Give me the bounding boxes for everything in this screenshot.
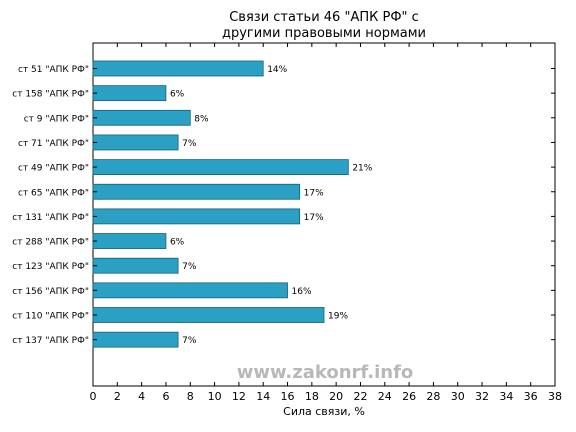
bar-value-label: 19% xyxy=(328,312,348,322)
x-tick-label: 2 xyxy=(114,390,121,403)
bar-value-label: 7% xyxy=(182,262,197,272)
bar-value-label: 17% xyxy=(304,188,324,198)
bar xyxy=(92,282,288,299)
bar xyxy=(92,60,264,77)
y-tick-label: ст 131 "АПК РФ" xyxy=(12,213,89,223)
x-tick-label: 16 xyxy=(281,390,295,403)
x-axis-label: Сила связи, % xyxy=(283,405,365,418)
x-tick-label: 38 xyxy=(548,390,562,403)
bar xyxy=(92,134,179,151)
y-tick-label: ст 158 "АПК РФ" xyxy=(12,90,89,100)
y-tick-label: ст 123 "АПК РФ" xyxy=(12,262,89,272)
y-tick-label: ст 49 "АПК РФ" xyxy=(18,164,89,174)
bar xyxy=(92,233,167,249)
bar-value-label: 7% xyxy=(182,336,197,346)
bar-value-label: 6% xyxy=(170,90,185,100)
bar-value-label: 16% xyxy=(292,287,312,297)
x-tick-label: 36 xyxy=(524,390,538,403)
y-tick-label: ст 137 "АПК РФ" xyxy=(12,336,89,346)
bar xyxy=(92,183,301,200)
x-tick-label: 10 xyxy=(208,390,222,403)
bar-value-label: 14% xyxy=(267,65,287,75)
y-tick-label: ст 51 "АПК РФ" xyxy=(18,65,89,75)
watermark-text: www.zakonrf.info xyxy=(237,362,414,383)
bar-value-label: 7% xyxy=(182,139,197,149)
bar-value-label: 6% xyxy=(170,238,185,248)
bar xyxy=(92,159,349,176)
chart-title-line-2: другими правовыми нормами xyxy=(222,26,426,41)
y-tick-label: ст 156 "АПК РФ" xyxy=(12,287,89,297)
x-tick-label: 14 xyxy=(256,390,270,403)
x-tick-label: 30 xyxy=(451,390,465,403)
bar xyxy=(92,331,179,348)
bar xyxy=(92,85,167,102)
x-tick-label: 18 xyxy=(305,390,319,403)
bar xyxy=(92,307,325,323)
y-tick-label: ст 71 "АПК РФ" xyxy=(18,139,89,149)
x-tick-label: 8 xyxy=(187,390,194,403)
x-tick-label: 34 xyxy=(499,390,513,403)
y-tick-label: ст 65 "АПК РФ" xyxy=(18,188,89,198)
y-tick-label: ст 110 "АПК РФ" xyxy=(12,312,89,322)
chart-title-line-1: Связи статьи 46 "АПК РФ" с xyxy=(229,10,419,25)
x-tick-label: 20 xyxy=(329,390,343,403)
x-tick-label: 12 xyxy=(232,390,246,403)
x-tick-label: 24 xyxy=(378,390,392,403)
y-tick-label: ст 9 "АПК РФ" xyxy=(24,114,89,124)
x-tick-label: 26 xyxy=(402,390,416,403)
x-tick-label: 32 xyxy=(475,390,489,403)
bar xyxy=(92,257,179,274)
x-tick-label: 4 xyxy=(138,390,145,403)
x-tick-label: 6 xyxy=(162,390,169,403)
bar-value-label: 8% xyxy=(194,114,209,124)
y-tick-label: ст 288 "АПК РФ" xyxy=(12,238,89,248)
x-tick-label: 28 xyxy=(426,390,440,403)
x-tick-label: 22 xyxy=(353,390,367,403)
bar-value-label: 21% xyxy=(352,164,372,174)
bar xyxy=(92,208,301,225)
bar xyxy=(92,109,191,126)
bar-value-label: 17% xyxy=(304,213,324,223)
x-tick-label: 0 xyxy=(90,390,97,403)
